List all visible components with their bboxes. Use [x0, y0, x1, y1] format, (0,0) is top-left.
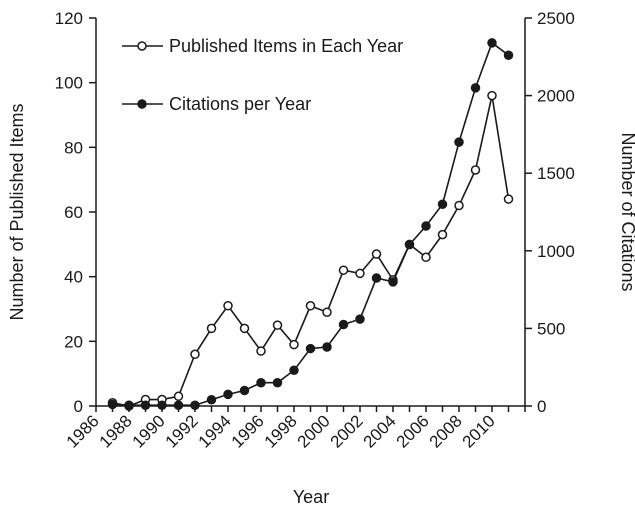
left-y-tick-label: 100: [55, 74, 83, 93]
left-y-tick-label: 80: [64, 138, 83, 157]
series-0: [107, 90, 514, 411]
left-y-axis-title: Number of Published Items: [7, 103, 27, 320]
data-point: [305, 343, 316, 354]
legend-label: Published Items in Each Year: [169, 36, 403, 56]
legend: Published Items in Each Year Citations pe…: [122, 36, 403, 114]
left-y-tick-label: 20: [64, 332, 83, 351]
data-point: [124, 400, 134, 410]
data-point: [289, 339, 299, 350]
data-point: [503, 50, 514, 60]
data-point: [454, 137, 464, 147]
data-point: [272, 320, 283, 330]
data-point: [107, 399, 118, 410]
series-1: [107, 38, 514, 410]
data-point: [206, 395, 217, 405]
right-y-tick-label: 2000: [537, 87, 575, 106]
data-point: [454, 200, 464, 211]
data-point: [338, 265, 349, 275]
x-tick-label: 1990: [129, 411, 169, 451]
data-point: [256, 346, 266, 356]
data-point: [173, 400, 184, 410]
data-point: [206, 323, 217, 334]
right-y-tick-label: 2500: [537, 9, 575, 28]
data-point: [437, 229, 448, 240]
data-point: [305, 301, 316, 311]
right-y-axis-title: Number of Citations: [618, 132, 635, 291]
series-line: [112, 95, 510, 407]
data-point: [421, 252, 431, 263]
data-point: [338, 319, 349, 330]
data-point: [355, 314, 365, 324]
data-point: [322, 307, 332, 317]
x-tick-label: 2000: [294, 411, 334, 451]
x-tick-label: 2010: [459, 411, 499, 451]
legend-item: Citations per Year: [122, 94, 311, 114]
data-point: [256, 377, 266, 388]
right-y-tick-label: 1000: [537, 242, 575, 261]
right-y-tick-label: 0: [537, 397, 546, 416]
data-point: [437, 199, 448, 209]
x-tick-label: 1986: [63, 411, 103, 451]
data-point: [322, 342, 332, 352]
data-point: [470, 83, 481, 93]
right-y-tick-label: 1500: [537, 164, 575, 183]
left-y-tick-label: 40: [64, 268, 83, 287]
x-tick-label: 2002: [327, 411, 367, 451]
data-point: [239, 385, 250, 396]
data-point: [371, 273, 382, 283]
data-point: [289, 365, 299, 376]
data-point: [355, 268, 365, 279]
legend-item: Published Items in Each Year: [122, 36, 403, 56]
x-tick-label: 1992: [162, 411, 202, 451]
x-axis-title: Year: [293, 487, 329, 507]
legend-label: Citations per Year: [169, 94, 311, 114]
x-tick-label: 1988: [96, 411, 136, 451]
x-tick-label: 2004: [360, 411, 400, 451]
data-point: [157, 400, 167, 410]
right-y-tick-label: 500: [537, 319, 565, 338]
left-y-tick-label: 0: [74, 397, 83, 416]
data-point: [223, 301, 233, 311]
data-point: [190, 400, 200, 410]
data-point: [487, 90, 497, 101]
data-point: [190, 349, 200, 360]
data-point: [487, 38, 497, 48]
x-tick-label: 2008: [426, 411, 466, 451]
data-point: [388, 277, 398, 287]
x-tick-label: 1996: [228, 411, 268, 451]
left-y-tick-label: 120: [55, 9, 83, 28]
data-point: [404, 239, 415, 250]
data-point: [371, 249, 382, 259]
legend-marker: [137, 41, 147, 51]
left-y-tick-label: 60: [64, 203, 83, 222]
data-point: [223, 389, 233, 400]
data-point: [470, 165, 481, 175]
x-tick-label: 2006: [393, 411, 433, 451]
data-point: [421, 221, 431, 231]
x-tick-label: 1994: [195, 411, 235, 451]
data-point: [503, 194, 514, 204]
data-point: [140, 400, 151, 410]
legend-marker: [137, 99, 147, 109]
x-tick-label: 1998: [261, 411, 301, 451]
data-point: [272, 377, 283, 388]
data-point: [173, 391, 184, 402]
data-point: [239, 323, 250, 334]
